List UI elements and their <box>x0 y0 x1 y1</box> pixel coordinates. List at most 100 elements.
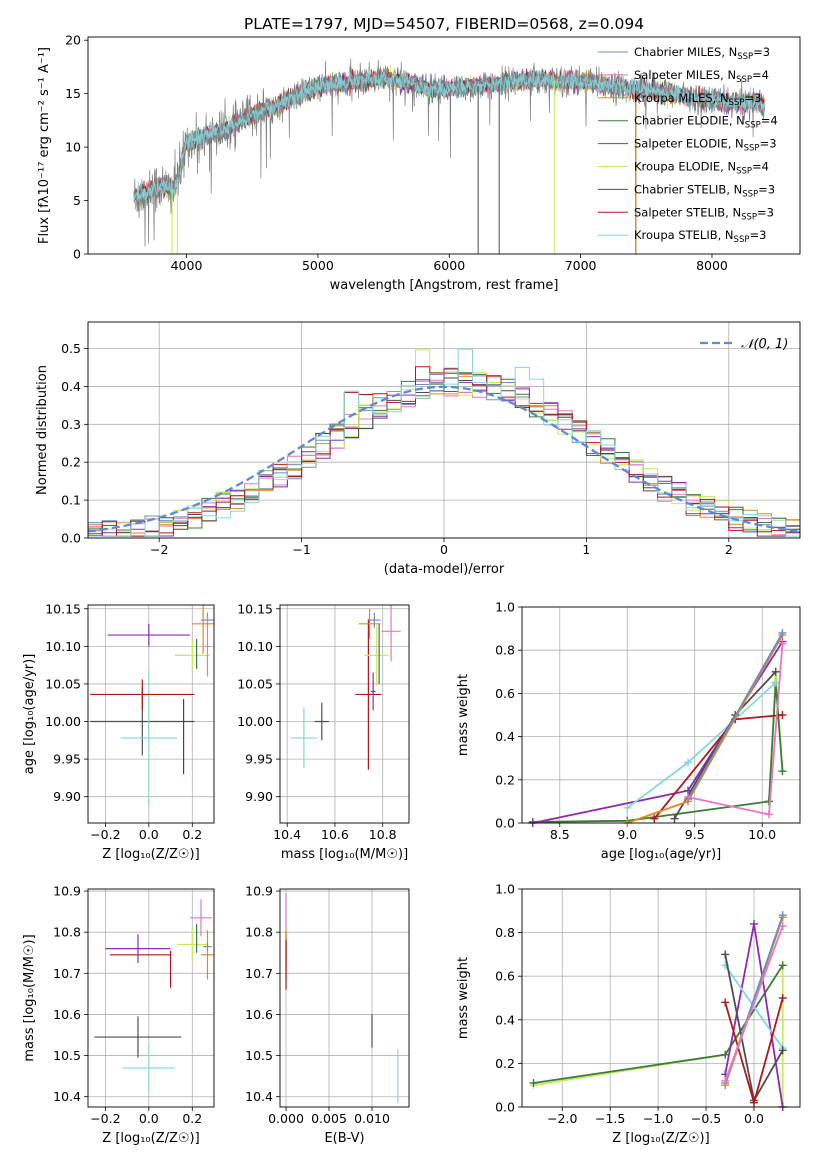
mass_vs_EBV-ytick-label: 10.5 <box>245 1048 273 1063</box>
legend-label-suffix: =4 <box>761 114 778 128</box>
age_vs_Z-points <box>90 605 214 806</box>
spectrum-model-top <box>133 69 765 203</box>
mass_vs_Z-ytick-label: 10.9 <box>53 884 81 899</box>
mass_vs_Z-point-kroupa_elodie <box>177 928 208 961</box>
mass_vs_EBV-xtick-label: 0.005 <box>311 1111 347 1126</box>
weight_vs_age-ytick-label: 0.4 <box>495 729 515 744</box>
weight_vs_Z-marker <box>721 1050 730 1059</box>
age_vs_mass-point-salpeter_stelib <box>355 619 382 770</box>
weight_vs_Z-xlabel: Z [log₁₀(Z/Z☉)] <box>612 1131 709 1146</box>
legend-label-main: Chabrier ELODIE, N <box>634 114 745 128</box>
age_vs_Z-ytick-label: 9.90 <box>53 789 81 804</box>
mass_vs_EBV-xlabel: E(B-V) <box>324 1131 364 1146</box>
weight_vs_Z-ytick-label: 1.0 <box>495 882 515 897</box>
age_vs_Z-point-salpeter_elodie <box>107 623 191 647</box>
spectrum-ytick-label: 15 <box>65 86 81 101</box>
legend-label-sub: SSP <box>745 121 761 131</box>
weight_vs_age-marker <box>623 803 632 812</box>
age_vs_mass-point-salpeter_elodie <box>370 672 376 711</box>
mass_vs_Z-xtick-label: 0.0 <box>139 1111 159 1126</box>
age_vs_mass-xtick-label: 10.4 <box>273 827 301 842</box>
age_vs_Z-ytick-label: 10.05 <box>45 676 81 691</box>
weight_vs_age-xtick-label: 9.0 <box>617 827 637 842</box>
spectrum-ytick-label: 0 <box>73 247 81 262</box>
age_vs_mass-xtick-label: 10.8 <box>369 827 397 842</box>
spectrum-title: PLATE=1797, MJD=54507, FIBERID=0568, z=0… <box>244 15 644 33</box>
legend-label-suffix: =3 <box>758 182 775 196</box>
mass_vs_Z-point-kroupa_miles <box>200 930 214 980</box>
spectrum-frame <box>87 36 801 255</box>
weight_vs_Z-marker <box>778 922 787 931</box>
legend-label: Chabrier STELIB, NSSP=3 <box>634 182 775 199</box>
weight_vs_age-line-chabrier_miles <box>687 632 784 800</box>
spectrum-model-kroupa_stelib <box>133 67 765 206</box>
spectrum-ytick-label: 10 <box>65 140 81 155</box>
weight_vs_Z-ytick-label: 0.4 <box>495 1012 515 1027</box>
spectrum-xtick-label: 5000 <box>302 258 334 273</box>
weight_vs_age-marker <box>778 711 787 719</box>
weight_vs_age-line-kroupa_miles <box>626 634 784 824</box>
weight_vs_age-ytick-label: 0.6 <box>495 686 515 701</box>
mass_vs_Z-frame <box>87 888 215 1108</box>
weight_vs_Z-marker <box>529 1079 538 1088</box>
mass_vs_Z-xtick-label: −0.2 <box>90 1111 120 1126</box>
age_vs_Z-ytick-label: 10.10 <box>45 639 81 654</box>
residual-hists <box>88 348 800 538</box>
weight_vs_Z-ytick-label: 0.6 <box>495 969 515 984</box>
mass_vs_Z-point-salpeter_elodie <box>105 934 171 964</box>
mass_vs_EBV-ytick-label: 10.8 <box>245 925 273 940</box>
residuals-ytick-label: 0.2 <box>61 455 81 470</box>
age_vs_mass-point-kroupa_stelib <box>290 707 318 769</box>
weight_vs_age-xtick-label: 10.0 <box>748 827 776 842</box>
weight_vs_Z-series <box>529 911 787 1111</box>
gaussian-legend-label: 𝒩(0, 1) <box>741 337 788 352</box>
legend-label-sub: SSP <box>744 144 760 154</box>
weight_vs_age-marker <box>778 628 787 637</box>
weight_vs_age-line-kroupa_stelib <box>626 681 777 809</box>
age_vs_Z-ytick-label: 9.95 <box>53 752 81 767</box>
weight_vs_age-axes: 8.5 9.0 9.5 10.0 0.0 0.2 0.4 0.6 0.8 1.0 <box>495 600 800 842</box>
weight_vs_age-marker <box>650 814 659 823</box>
weight_vs_Z-xtick-label: 0.0 <box>744 1111 764 1126</box>
age_vs_Z-point-salpeter_stelib <box>90 679 195 710</box>
spectrum-lines <box>133 58 765 254</box>
weight_vs_Z-marker <box>778 1046 787 1055</box>
residual-hist-kroupa_stelib <box>88 348 800 538</box>
weight_vs_age-marker <box>771 678 780 687</box>
legend-label-main: Chabrier MILES, N <box>634 45 737 59</box>
weight_vs_age-xtick-label: 8.5 <box>550 827 570 842</box>
weight_vs_age-line-salpeter_elodie <box>532 641 784 824</box>
legend-label-sub: SSP <box>736 167 752 177</box>
weight_vs_Z-marker <box>721 950 730 959</box>
age_vs_mass-ytick-label: 10.05 <box>237 676 273 691</box>
legend-label-main: Kroupa MILES, N <box>634 91 729 105</box>
weight_vs_Z-marker <box>778 961 787 970</box>
weight_vs_Z-marker <box>778 994 787 1002</box>
legend-label: Salpeter STELIB, NSSP=3 <box>634 205 774 222</box>
mass_vs_Z-ytick-label: 10.4 <box>53 1089 81 1104</box>
legend-label-suffix: =4 <box>752 160 769 174</box>
weight_vs_age-xtick-label: 9.5 <box>685 827 705 842</box>
mass_vs_Z-ytick-label: 10.6 <box>53 1007 81 1022</box>
weight_vs_age-xlabel: age [log₁₀(age/yr)] <box>601 847 722 862</box>
weight_vs_Z-ytick-label: 0.8 <box>495 925 515 940</box>
legend-label-sub: SSP <box>729 98 745 108</box>
weight_vs_age-ytick-label: 0.8 <box>495 643 515 658</box>
mass_vs_Z-point-chabrier_miles <box>203 942 212 951</box>
residuals-ytick-label: 0.4 <box>61 379 81 394</box>
spectrum-xtick-label: 4000 <box>171 258 203 273</box>
legend-label: Chabrier ELODIE, NSSP=4 <box>634 114 778 131</box>
age_vs_mass-grid <box>280 605 409 823</box>
residuals-ytick-label: 0.5 <box>61 341 81 356</box>
age_vs_Z-point-kroupa_stelib <box>120 670 178 806</box>
weight_vs_age-marker <box>778 639 787 648</box>
legend-label-main: Kroupa ELODIE, N <box>634 160 736 174</box>
residuals-xtick-label: 2 <box>725 542 733 557</box>
weight_vs_age-marker <box>764 810 773 819</box>
mass_vs_Z-xlabel: Z [log₁₀(Z/Z☉)] <box>102 1131 199 1146</box>
age_vs_Z-xtick-label: 0.2 <box>182 827 202 842</box>
legend-label-suffix: =4 <box>752 68 769 82</box>
spectrum-axes: 4000 5000 6000 7000 8000 0 5 10 15 20 <box>65 33 728 273</box>
